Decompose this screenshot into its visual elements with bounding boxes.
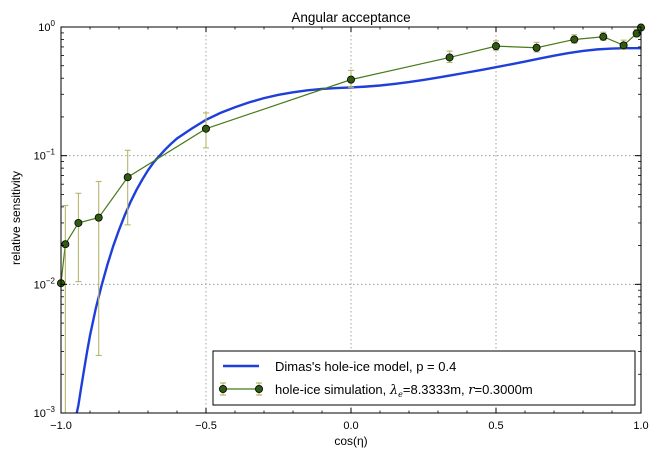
simulation-errorbar bbox=[75, 192, 82, 283]
x-tick-label: 0.0 bbox=[343, 420, 358, 432]
y-tick-label: 100 bbox=[38, 19, 55, 34]
legend-model-label: Dimas's hole-ice model, p = 0.4 bbox=[275, 359, 456, 374]
chart-title: Angular acceptance bbox=[291, 10, 410, 25]
simulation-point bbox=[346, 75, 355, 84]
simulation-point bbox=[599, 32, 608, 41]
simulation-point bbox=[570, 35, 579, 44]
tick-layer: −1.0 −0.5 0.0 0.5 1.0 10−3 10−2 10−1 100 bbox=[34, 19, 649, 432]
simulation-point bbox=[61, 240, 70, 249]
simulation-point bbox=[619, 41, 628, 50]
x-axis-title: cos(η) bbox=[334, 434, 367, 448]
simulation-point bbox=[491, 42, 500, 51]
series-layer bbox=[57, 23, 646, 413]
simulation-point bbox=[74, 218, 83, 227]
x-tick-label: 0.5 bbox=[488, 420, 503, 432]
x-tick-label: −1.0 bbox=[50, 420, 72, 432]
simulation-errorbar bbox=[95, 180, 102, 357]
simulation-point bbox=[445, 53, 454, 62]
x-tick-label: −0.5 bbox=[195, 420, 217, 432]
simulation-point bbox=[201, 124, 210, 133]
simulation-errorbar bbox=[124, 149, 131, 226]
y-tick-label: 10−2 bbox=[34, 276, 56, 291]
legend-sim-swatch bbox=[218, 382, 263, 396]
model-curve bbox=[75, 46, 641, 413]
legend: Dimas's hole-ice model, p = 0.4 hole-ice… bbox=[212, 350, 636, 406]
simulation-point bbox=[123, 173, 132, 182]
y-tick-label: 10−1 bbox=[34, 148, 56, 163]
x-tick-label: 1.0 bbox=[633, 420, 648, 432]
legend-box bbox=[212, 350, 636, 406]
simulation-point bbox=[532, 43, 541, 52]
simulation-point bbox=[632, 29, 641, 38]
legend-sim-label: hole-ice simulation, λe=8.3333m, r=0.300… bbox=[275, 382, 533, 399]
y-axis-title: relative sensitivity bbox=[9, 171, 23, 265]
simulation-point bbox=[94, 213, 103, 222]
y-tick-label: 10−3 bbox=[34, 405, 56, 420]
grid-layer bbox=[61, 27, 641, 413]
